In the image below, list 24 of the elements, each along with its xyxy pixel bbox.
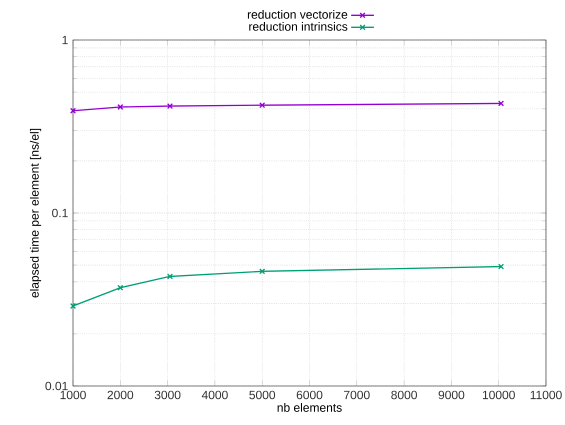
- legend-label: reduction vectorize: [248, 10, 348, 19]
- point: [166, 103, 173, 110]
- point: [259, 102, 266, 108]
- y-tick-label: 0.1: [52, 208, 68, 218]
- x-tick-label: 1000: [60, 390, 86, 400]
- x-axis-title: nb elements: [278, 403, 342, 412]
- x-tick-label: 7000: [344, 390, 370, 400]
- point: [259, 268, 266, 274]
- x-tick-label: 5000: [249, 390, 276, 400]
- x-tick-label: 8000: [391, 390, 417, 400]
- point: [117, 284, 124, 291]
- y-tick-label: 0.01: [45, 382, 68, 390]
- x-tick-label: 9000: [438, 390, 464, 400]
- y-tick-label: 1: [62, 36, 68, 44]
- x-tick-label: 11000: [530, 390, 562, 400]
- point: [166, 273, 173, 280]
- legend-label: reduction intrinsics: [249, 22, 348, 31]
- x-tick-label: 4000: [202, 390, 228, 400]
- x-tick-label: 10000: [482, 390, 515, 400]
- y-axis-title: elapsed time per element [ns/el]: [30, 128, 42, 298]
- x-tick-label: 2000: [108, 390, 134, 400]
- x-tick-label: 6000: [296, 390, 322, 400]
- point: [117, 104, 124, 110]
- x-tick-label: 3000: [154, 390, 180, 400]
